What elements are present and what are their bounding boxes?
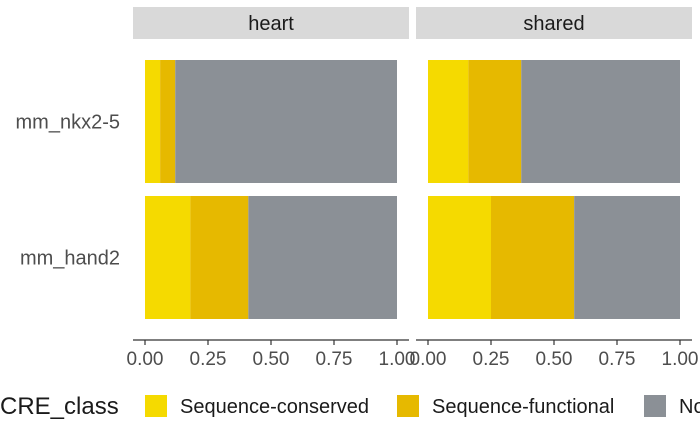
bar-heart-mm_hand2-not-conserved	[248, 196, 397, 319]
legend-key-0	[145, 395, 167, 417]
facet-strip-shared	[416, 7, 692, 39]
facet-strips: heart shared	[133, 7, 692, 39]
x-tick-label-heart-4: 1.00	[379, 349, 416, 370]
facet-label-heart: heart	[248, 13, 294, 35]
bar-segments	[145, 60, 680, 319]
category-label-mm_nkx2-5: mm_nkx2-5	[16, 112, 120, 134]
bar-shared-mm_hand2-not-conserved	[574, 196, 680, 319]
legend-title: CRE_class	[0, 393, 119, 420]
legend-label-2: Not conserved	[679, 396, 700, 418]
bar-heart-mm_hand2-sequence-conserved	[145, 196, 191, 319]
x-tick-label-heart-0: 0.00	[127, 349, 164, 370]
x-tick-label-shared-3: 0.75	[599, 349, 636, 370]
bar-heart-mm_nkx2-5-not-conserved	[175, 60, 397, 183]
bar-heart-mm_nkx2-5-sequence-conserved	[145, 60, 161, 183]
legend-key-2	[644, 395, 666, 417]
x-tick-label-shared-2: 0.50	[536, 349, 573, 370]
bar-shared-mm_nkx2-5-not-conserved	[521, 60, 680, 183]
x-tick-label-heart-3: 0.75	[316, 349, 353, 370]
legend: CRE_class Sequence-conserved Sequence-func…	[0, 393, 700, 420]
bar-heart-mm_nkx2-5-sequence-functional	[160, 60, 176, 183]
facet-label-shared: shared	[523, 13, 584, 35]
category-labels: mm_nkx2-5 mm_hand2	[16, 112, 120, 270]
x-tick-label-shared-4: 1.00	[662, 349, 699, 370]
x-tick-label-shared-1: 0.25	[473, 349, 510, 370]
category-label-mm_hand2: mm_hand2	[20, 248, 120, 270]
bar-shared-mm_hand2-sequence-conserved	[428, 196, 491, 319]
legend-label-1: Sequence-functional	[432, 396, 614, 418]
legend-key-1	[397, 395, 419, 417]
bar-heart-mm_hand2-sequence-functional	[190, 196, 249, 319]
bar-shared-mm_nkx2-5-sequence-functional	[468, 60, 522, 183]
bar-shared-mm_hand2-sequence-functional	[491, 196, 575, 319]
x-tick-label-heart-1: 0.25	[190, 349, 227, 370]
facet-strip-heart	[133, 7, 409, 39]
bar-shared-mm_nkx2-5-sequence-conserved	[428, 60, 469, 183]
legend-label-0: Sequence-conserved	[180, 396, 369, 418]
x-tick-label-heart-2: 0.50	[253, 349, 290, 370]
axes: 0.00 0.25 0.50 0.75 1.000.00 0.25 0.50 0.75 1.00	[127, 339, 699, 370]
x-tick-label-shared-0: 0.00	[410, 349, 447, 370]
